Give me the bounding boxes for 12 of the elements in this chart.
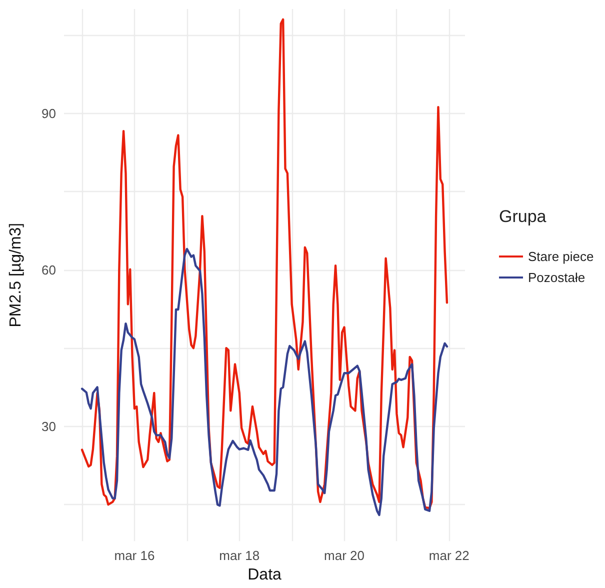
x-tick-label: mar 20 <box>324 548 364 564</box>
x-tick-label: mar 16 <box>114 548 155 564</box>
legend-title: Grupa <box>499 207 547 226</box>
x-tick-label: mar 22 <box>428 548 470 564</box>
legend-label: Stare piece <box>528 249 594 264</box>
y-tick-label: 30 <box>42 418 56 434</box>
x-tick-label: mar 18 <box>219 548 260 564</box>
x-axis-title: Data <box>248 566 282 584</box>
y-axis-title: PM2.5 [µg/m3] <box>8 222 24 328</box>
y-tick-label: 90 <box>42 106 56 121</box>
legend-label: Pozostałe <box>528 270 586 285</box>
y-tick-label: 60 <box>42 262 56 278</box>
